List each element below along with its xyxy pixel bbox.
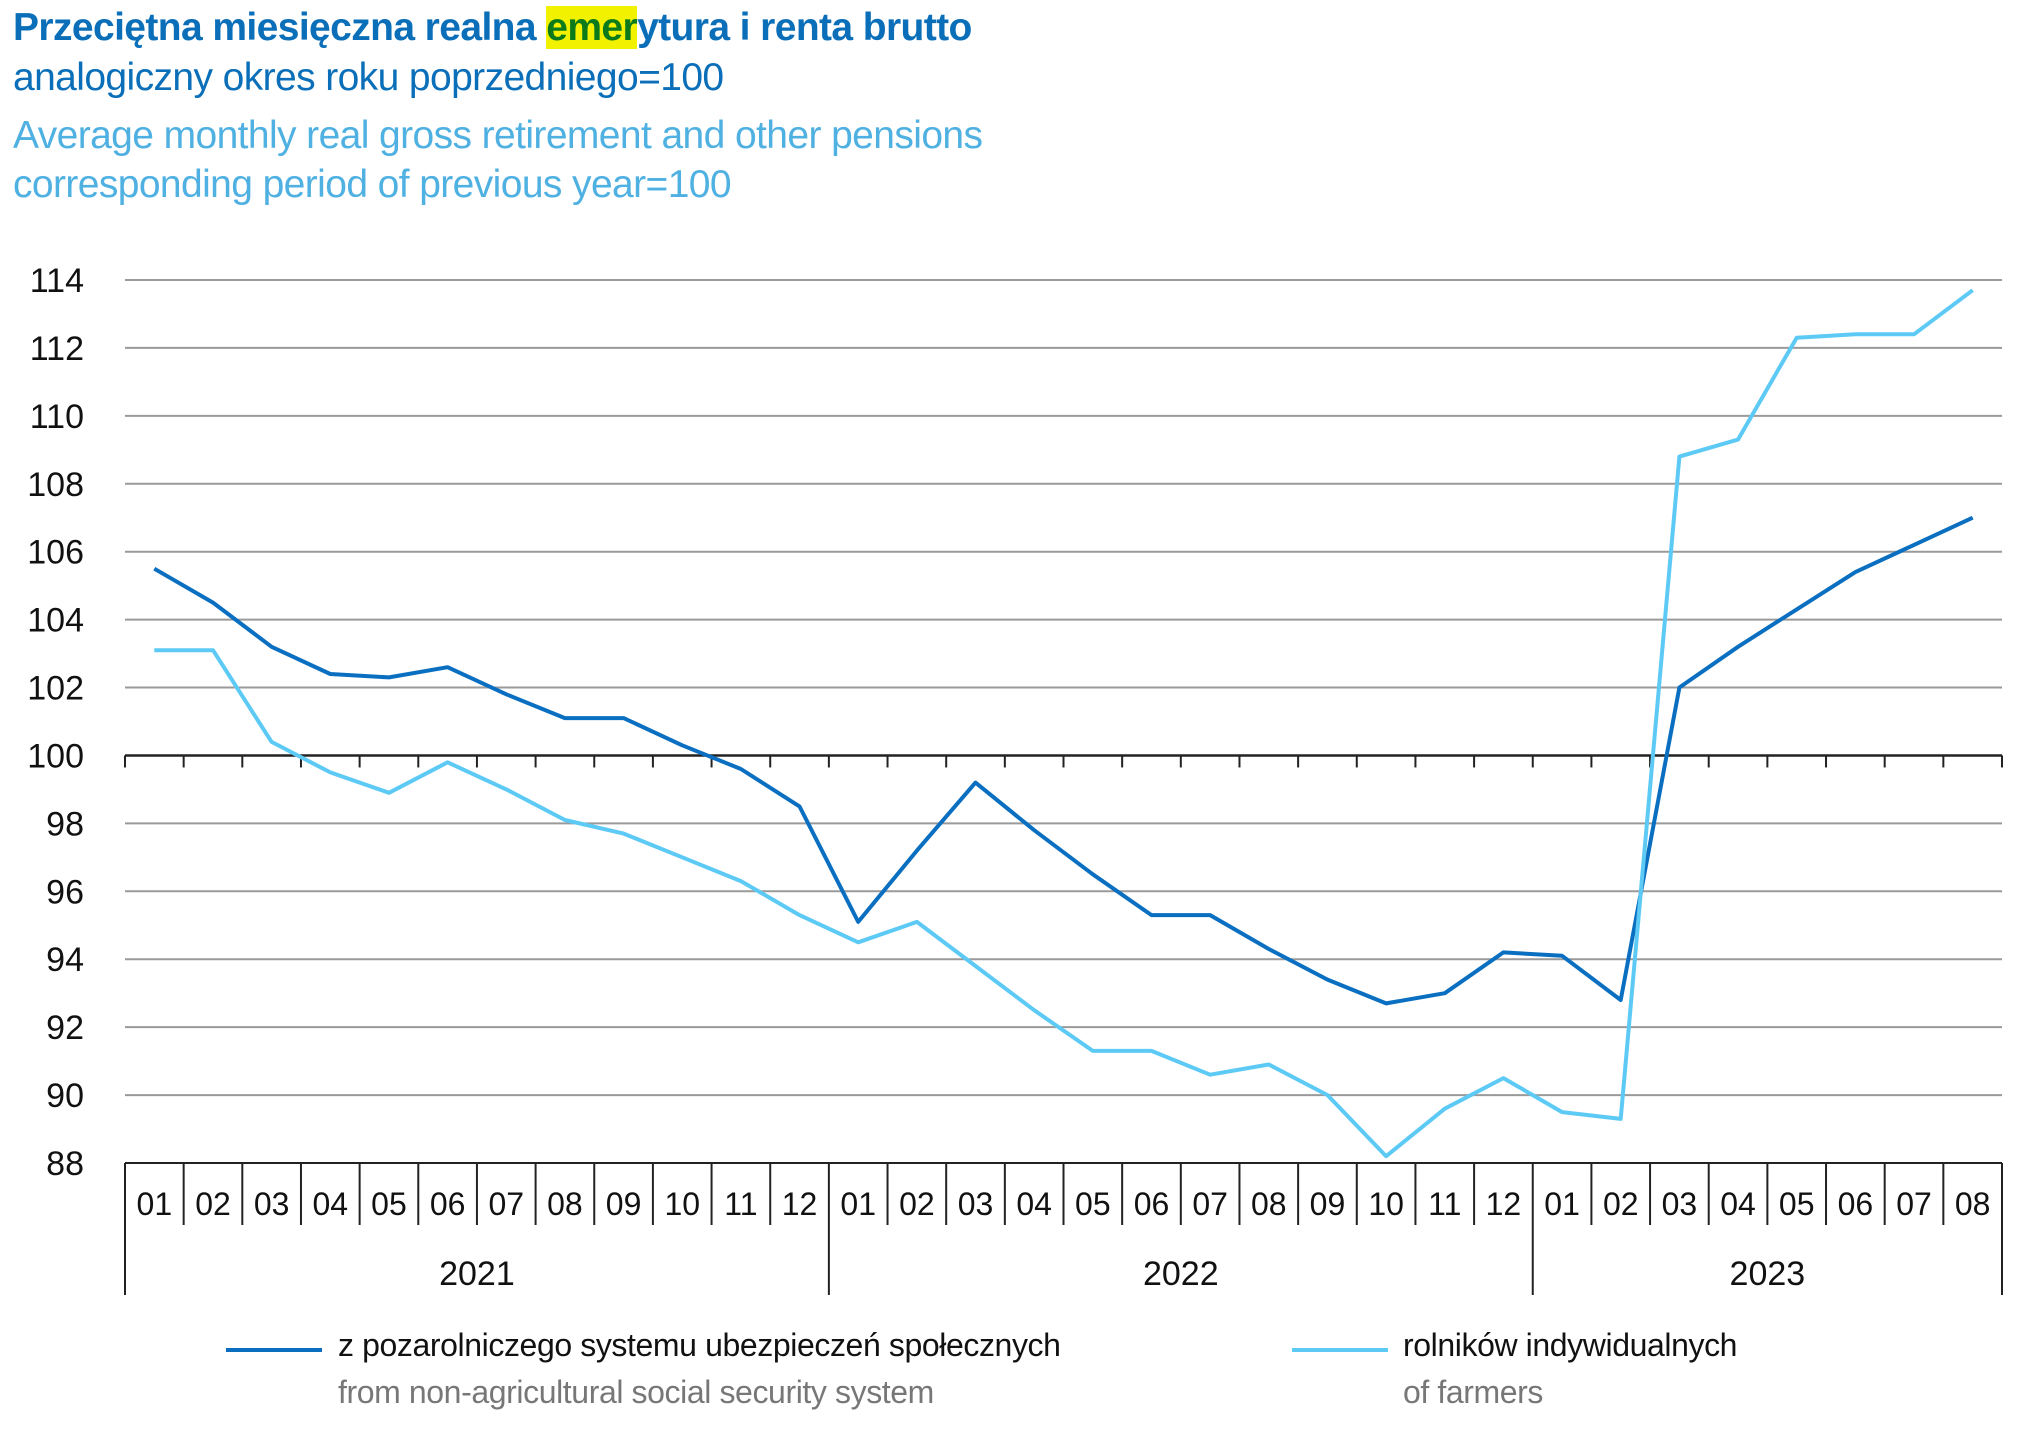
- legend-swatch-farmers: [1292, 1348, 1388, 1352]
- x-tick-label: 09: [606, 1186, 642, 1222]
- y-tick-label: 112: [30, 330, 84, 368]
- y-tick-label: 106: [27, 534, 84, 572]
- chart-subtitle-en: corresponding period of previous year=10…: [13, 163, 732, 206]
- x-tick-label: 07: [1896, 1186, 1932, 1222]
- x-tick-label: 11: [724, 1186, 757, 1222]
- legend-label-en: of farmers: [1403, 1374, 1544, 1410]
- chart-title: Przeciętna miesięczna realna emerytura i…: [13, 6, 972, 50]
- x-tick-label: 05: [1075, 1186, 1111, 1222]
- x-tick-label: 06: [1134, 1186, 1170, 1222]
- chart-title-en: Average monthly real gross retirement an…: [13, 114, 983, 157]
- x-tick-label: 05: [371, 1186, 407, 1222]
- x-tick-label: 01: [840, 1186, 876, 1222]
- legend-label-pl: z pozarolniczego systemu ubezpieczeń spo…: [338, 1327, 1061, 1363]
- y-tick-label: 94: [46, 941, 84, 979]
- x-tick-label: 08: [1251, 1186, 1287, 1222]
- y-tick-label: 100: [27, 737, 84, 775]
- y-tick-label: 88: [46, 1145, 84, 1183]
- title-part: ytura i renta brutto: [637, 6, 972, 49]
- y-tick-label: 92: [46, 1009, 84, 1047]
- y-tick-label: 102: [27, 670, 84, 708]
- title-highlight: emer: [546, 6, 638, 49]
- series-line-non-agricultural: [153, 515, 1974, 1006]
- x-tick-label: 07: [488, 1186, 524, 1222]
- x-tick-label: 06: [1838, 1186, 1874, 1222]
- x-tick-label: 02: [195, 1186, 231, 1222]
- series-line-farmers: [154, 288, 1974, 1159]
- x-tick-label: 08: [547, 1186, 583, 1222]
- year-label: 2022: [1143, 1255, 1219, 1293]
- title-part: Przeciętna miesięczna realna: [13, 6, 547, 49]
- x-tick-label: 06: [430, 1186, 466, 1222]
- x-tick-label: 02: [1603, 1186, 1639, 1222]
- legend-swatch-non-agricultural: [226, 1348, 322, 1352]
- x-tick-label: 01: [137, 1186, 173, 1222]
- x-tick-label: 04: [313, 1186, 349, 1222]
- y-tick-label: 114: [30, 262, 84, 300]
- x-tick-label: 03: [1662, 1186, 1698, 1222]
- legend-item-farmers: rolników indywidualnych of farmers: [1403, 1327, 1738, 1410]
- x-tick-label: 04: [1720, 1186, 1756, 1222]
- x-tick-label: 01: [1544, 1186, 1580, 1222]
- x-tick-label: 10: [664, 1186, 700, 1222]
- legend-item-non-agricultural: z pozarolniczego systemu ubezpieczeń spo…: [338, 1327, 1061, 1410]
- year-label: 2021: [439, 1255, 515, 1293]
- y-tick-label: 108: [27, 466, 84, 504]
- x-tick-label: 05: [1779, 1186, 1815, 1222]
- x-tick-label: 11: [1428, 1186, 1461, 1222]
- y-tick-label: 104: [27, 602, 84, 640]
- legend-label-en: from non-agricultural social security sy…: [338, 1374, 934, 1410]
- x-tick-label: 02: [899, 1186, 935, 1222]
- y-tick-label: 98: [46, 805, 84, 843]
- y-tick-label: 110: [30, 398, 84, 436]
- x-tick-label: 12: [782, 1186, 818, 1222]
- chart-subtitle-pl: analogiczny okres roku poprzedniego=100: [13, 56, 724, 99]
- x-tick-label: 08: [1955, 1186, 1991, 1222]
- x-tick-label: 03: [254, 1186, 290, 1222]
- x-tick-label: 10: [1368, 1186, 1404, 1222]
- x-tick-label: 12: [1486, 1186, 1522, 1222]
- legend-label-pl: rolników indywidualnych: [1403, 1327, 1738, 1363]
- x-tick-label: 09: [1310, 1186, 1346, 1222]
- year-label: 2023: [1730, 1255, 1806, 1293]
- x-tick-label: 04: [1016, 1186, 1052, 1222]
- x-tick-label: 03: [958, 1186, 994, 1222]
- y-tick-label: 96: [46, 873, 84, 911]
- y-tick-label: 90: [46, 1077, 84, 1115]
- x-tick-label: 07: [1192, 1186, 1228, 1222]
